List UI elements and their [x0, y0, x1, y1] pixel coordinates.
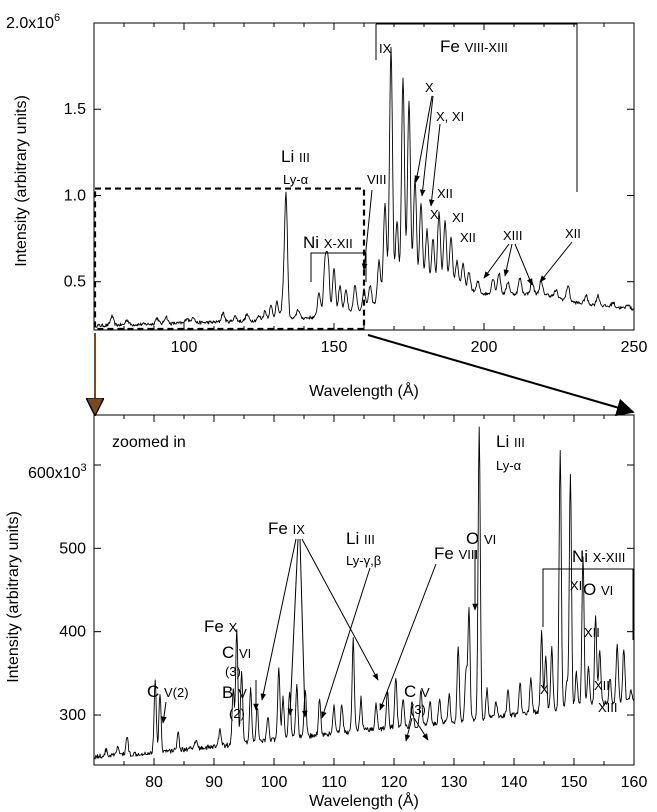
c-v-sub: (3): [410, 702, 426, 717]
top-x-axis-label: Wavelength (Å): [309, 381, 419, 400]
arrow: [287, 538, 299, 716]
y-tick-label: 300: [59, 707, 86, 724]
ion-label: XII: [594, 678, 610, 693]
arrow: [503, 243, 513, 277]
arrow: [414, 95, 433, 183]
arrow: [413, 717, 429, 741]
ion-label: X: [540, 682, 549, 697]
bottom-axis-ticks: [93, 415, 635, 765]
top-li-lya-label: Ly-α: [283, 172, 309, 187]
top-ymax-label: 2.0x106: [6, 12, 60, 32]
arrow: [514, 243, 533, 286]
x-tick-label: 110: [321, 774, 347, 791]
ion-label: XII: [437, 186, 453, 201]
bottom-ion-labels: XI XII X XII XIII: [540, 578, 618, 715]
x-tick-label: 140: [501, 774, 528, 791]
ion-label: IX: [379, 41, 392, 56]
top-ion-labels: IX X X, XI VIII XII X XI XII XIII XII: [367, 41, 581, 245]
zoom-region-box: [93, 187, 366, 331]
o-vi-label-right: O VI: [583, 580, 613, 599]
top-li-label: Li III: [281, 147, 310, 166]
ion-label: XIII: [598, 700, 618, 715]
ni-group-bracket: [310, 252, 367, 282]
fe-group-bracket: [375, 23, 578, 192]
y-tick-label: 400: [59, 624, 86, 641]
arrow: [379, 563, 437, 711]
bottom-600-label: 600x103: [28, 462, 87, 482]
c-vi-sub: (3): [225, 664, 241, 679]
arrow: [404, 717, 413, 742]
bottom-tick-labels: 80 90 100 110 120 130 140 150 160 300 400 500: [59, 540, 647, 791]
arrow: [321, 567, 371, 719]
bottom-panel: 80 90 100 110 120 130 140 150 160 300 400 500 600x1…: [5, 414, 647, 810]
arrow: [301, 538, 379, 681]
x-tick-label: 250: [621, 339, 648, 356]
ni-group-bracket-bottom: [542, 568, 634, 640]
li-gamma-beta-sub: Ly-γ,β: [346, 553, 381, 568]
fe-ix-label: Fe IX: [268, 519, 305, 538]
bottom-plot-frame: [93, 414, 635, 766]
x-tick-label: 160: [621, 774, 648, 791]
top-annotation-arrows: [361, 95, 573, 286]
bottom-li-label: Li III: [496, 432, 525, 451]
ion-label: X, XI: [436, 109, 464, 124]
fe-viii-label: Fe VIII: [434, 544, 478, 563]
arrow: [539, 241, 573, 283]
bottom-li-lya-label: Ly-α: [496, 458, 522, 473]
top-y-axis-label: Intensity (arbitrary units): [13, 95, 30, 267]
y-tick-label: 1.5: [64, 101, 86, 118]
top-tick-labels: 100 150 200 250 0.5 1.0 1.5: [64, 101, 648, 356]
ion-label: X: [430, 207, 439, 222]
ion-label: XI: [452, 210, 464, 225]
x-tick-label: 130: [441, 774, 468, 791]
ion-label: VIII: [367, 172, 387, 187]
ion-label: XI: [570, 578, 582, 593]
x-tick-label: 120: [381, 774, 408, 791]
ion-label: XII: [565, 226, 581, 241]
arrow: [299, 538, 308, 718]
top-ni-label: Ni X-XII: [303, 233, 353, 252]
zoomed-in-label: zoomed in: [112, 434, 186, 451]
arrow: [428, 123, 441, 207]
x-tick-label: 150: [321, 339, 348, 356]
arrow: [419, 95, 434, 197]
y-tick-label: 1.0: [64, 187, 86, 204]
zoom-connector-right: [367, 334, 635, 417]
bottom-x-axis-label: Wavelength (Å): [309, 791, 419, 810]
bottom-annotation-arrows: [161, 538, 478, 742]
li-gamma-beta-label: Li III: [346, 529, 375, 548]
x-tick-label: 90: [205, 774, 223, 791]
y-tick-label: 0.5: [64, 274, 86, 291]
bottom-spectrum-line: [93, 426, 635, 760]
ion-label: XIII: [503, 228, 523, 243]
b-v-sub: (2): [229, 706, 245, 721]
arrow: [260, 538, 297, 701]
fe-x-label: Fe X: [204, 617, 238, 636]
arrow: [483, 243, 510, 279]
ion-label: XII: [460, 230, 476, 245]
c-vi-label: C VI: [222, 643, 251, 662]
c-v-label: C V: [404, 682, 430, 701]
arrow: [361, 189, 373, 271]
y-tick-label: 500: [59, 540, 86, 557]
top-spectrum-line: [93, 46, 635, 328]
zoom-connectors: [95, 333, 635, 417]
c-v2-label: C V(2): [147, 682, 189, 701]
arrow: [161, 701, 167, 724]
ion-label: XII: [584, 625, 600, 640]
top-panel: 100 150 200 250 0.5 1.0 1.5 2.0x106 Intensity …: [6, 12, 647, 400]
x-tick-label: 200: [471, 339, 498, 356]
x-tick-label: 150: [561, 774, 588, 791]
x-tick-label: 80: [145, 774, 163, 791]
bottom-ni-label: Ni X-XIII: [572, 547, 625, 566]
fe-group-label: Fe VIII-XIII: [440, 37, 508, 56]
x-tick-label: 100: [261, 774, 288, 791]
x-tick-label: 100: [171, 339, 198, 356]
top-axis-ticks: [93, 22, 635, 330]
b-v-label: B V: [222, 683, 247, 702]
o-vi-label-left: O VI: [466, 529, 496, 548]
bottom-y-axis-label: Intensity (arbitrary units): [5, 511, 22, 683]
ion-label: X: [425, 80, 434, 95]
